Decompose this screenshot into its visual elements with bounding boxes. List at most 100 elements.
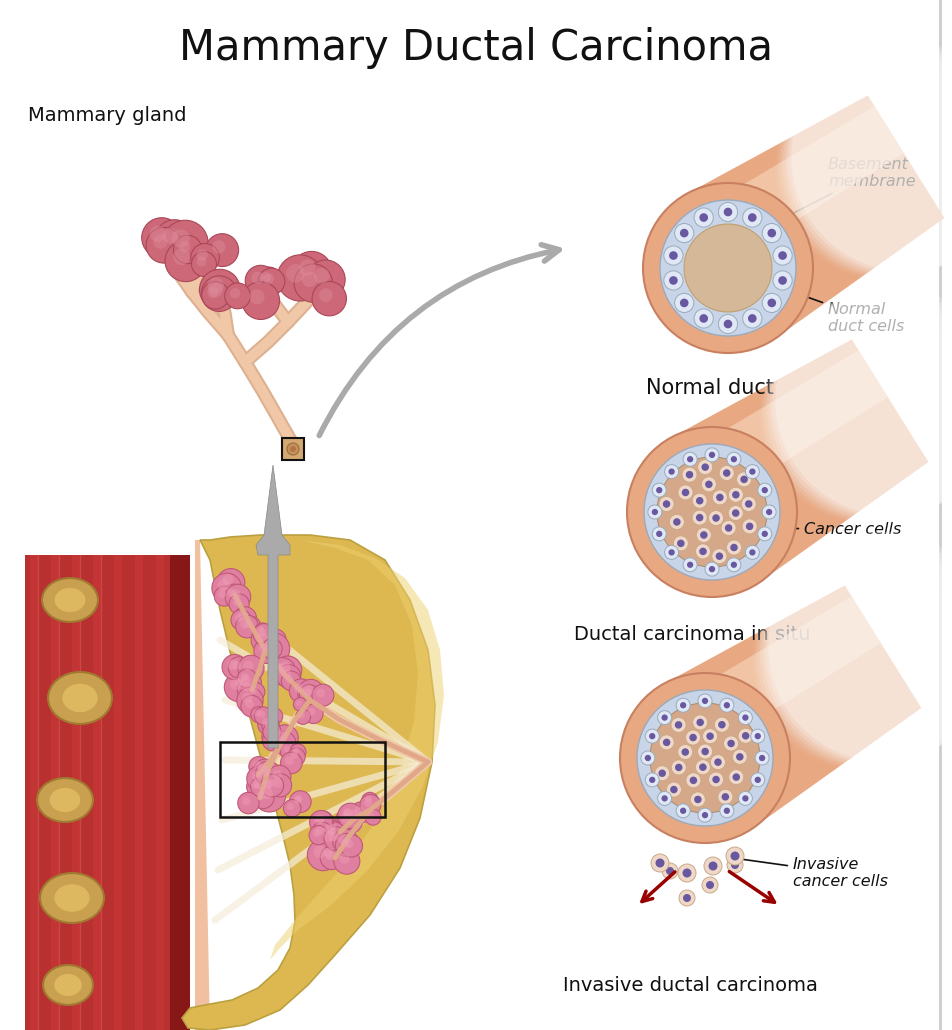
Circle shape [738, 728, 752, 744]
Circle shape [649, 703, 759, 813]
Circle shape [262, 718, 270, 726]
Circle shape [252, 760, 261, 768]
Circle shape [670, 717, 685, 732]
Circle shape [718, 203, 737, 221]
Circle shape [282, 670, 291, 679]
Ellipse shape [54, 884, 89, 912]
Circle shape [695, 497, 703, 505]
Circle shape [259, 776, 280, 797]
Circle shape [675, 803, 689, 818]
Circle shape [636, 690, 772, 826]
Circle shape [782, 52, 952, 276]
Circle shape [772, 246, 791, 265]
Circle shape [292, 747, 299, 754]
Circle shape [190, 243, 219, 272]
Circle shape [312, 829, 320, 837]
Circle shape [672, 518, 680, 525]
Circle shape [227, 659, 237, 670]
Polygon shape [156, 555, 164, 1030]
Circle shape [726, 740, 734, 747]
Circle shape [142, 217, 182, 258]
Circle shape [245, 266, 276, 297]
Circle shape [726, 558, 740, 572]
Circle shape [768, 291, 952, 518]
Circle shape [784, 48, 952, 275]
Circle shape [303, 689, 311, 696]
Circle shape [240, 620, 249, 628]
Circle shape [674, 721, 682, 728]
Circle shape [744, 501, 752, 508]
Circle shape [729, 544, 737, 551]
Circle shape [655, 530, 662, 537]
Ellipse shape [43, 965, 93, 1005]
Circle shape [699, 548, 706, 555]
Text: Normal duct: Normal duct [645, 378, 773, 398]
Circle shape [253, 639, 279, 663]
Circle shape [674, 294, 693, 312]
Circle shape [262, 730, 283, 751]
Circle shape [340, 838, 348, 848]
Circle shape [704, 857, 722, 875]
Circle shape [214, 586, 234, 606]
Circle shape [664, 246, 683, 265]
Circle shape [742, 715, 747, 721]
Circle shape [742, 795, 747, 801]
Circle shape [360, 794, 381, 816]
Ellipse shape [37, 778, 93, 822]
Circle shape [285, 756, 293, 765]
Circle shape [682, 468, 696, 482]
Circle shape [750, 772, 764, 787]
Circle shape [233, 607, 256, 629]
Circle shape [311, 684, 333, 707]
Circle shape [676, 540, 684, 547]
Circle shape [146, 228, 182, 263]
Circle shape [699, 213, 707, 221]
Text: Normal
duct cells: Normal duct cells [778, 287, 903, 334]
Circle shape [259, 644, 268, 653]
Circle shape [664, 546, 678, 559]
Circle shape [262, 628, 282, 649]
Circle shape [258, 711, 265, 718]
Circle shape [343, 809, 352, 818]
Circle shape [677, 745, 692, 759]
Circle shape [620, 673, 789, 843]
Circle shape [248, 757, 268, 777]
Circle shape [767, 531, 952, 761]
Circle shape [725, 540, 741, 555]
Ellipse shape [40, 873, 104, 923]
Circle shape [684, 730, 700, 745]
Circle shape [171, 230, 189, 247]
Circle shape [754, 777, 760, 783]
Text: Invasive
cancer cells: Invasive cancer cells [735, 857, 887, 889]
Circle shape [283, 746, 289, 752]
Circle shape [289, 679, 313, 703]
Circle shape [258, 764, 268, 774]
Circle shape [251, 272, 264, 284]
Circle shape [240, 675, 250, 686]
Circle shape [266, 643, 274, 651]
Circle shape [306, 260, 345, 299]
Circle shape [313, 268, 329, 283]
Circle shape [263, 274, 274, 284]
Polygon shape [256, 465, 289, 748]
Circle shape [258, 633, 289, 664]
Circle shape [324, 827, 347, 851]
Circle shape [322, 822, 345, 845]
Circle shape [765, 509, 771, 515]
Circle shape [648, 733, 655, 740]
Circle shape [626, 427, 796, 597]
Circle shape [772, 271, 791, 290]
Circle shape [354, 806, 363, 815]
Circle shape [254, 623, 270, 639]
Circle shape [343, 810, 349, 816]
Circle shape [758, 755, 764, 761]
Circle shape [712, 490, 726, 505]
Circle shape [693, 796, 701, 803]
Circle shape [260, 766, 270, 777]
Circle shape [761, 487, 767, 493]
Circle shape [254, 707, 272, 725]
Circle shape [682, 868, 691, 878]
Text: Invasive ductal carcinoma: Invasive ductal carcinoma [562, 976, 817, 996]
Circle shape [269, 712, 276, 718]
Circle shape [790, 42, 952, 272]
